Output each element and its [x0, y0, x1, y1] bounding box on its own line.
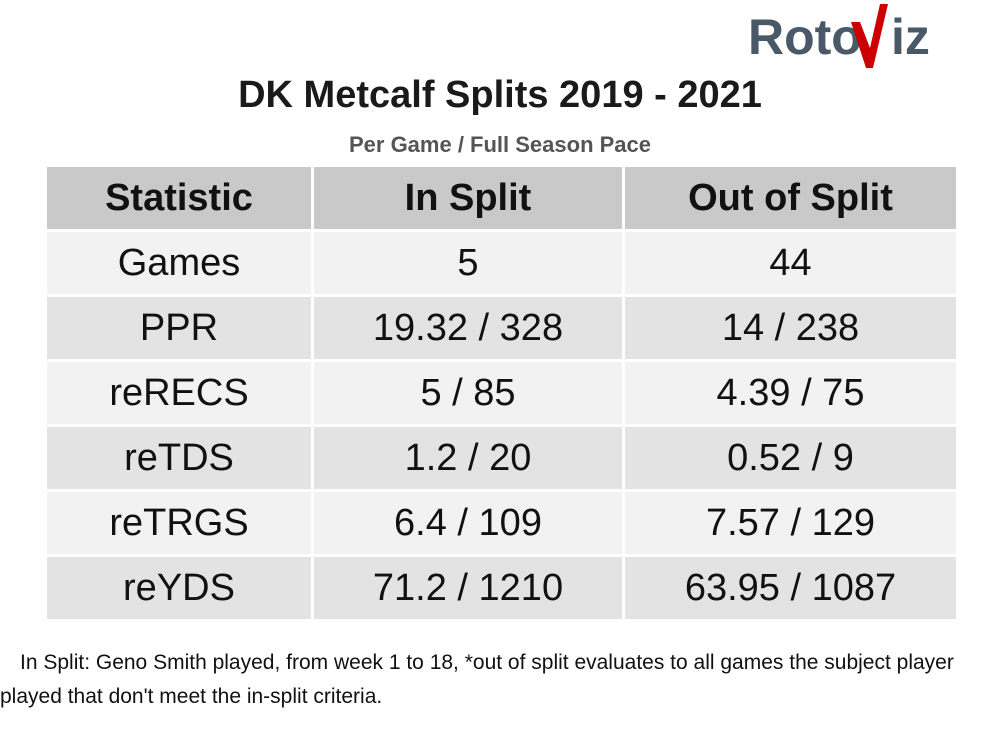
table-row: reTDS 1.2 / 20 0.52 / 9 [44, 424, 959, 492]
table-row: PPR 19.32 / 328 14 / 238 [44, 294, 959, 362]
stat-name-cell: reYDS [44, 554, 314, 622]
splits-table: Statistic In Split Out of Split Games 5 … [44, 164, 959, 622]
header-statistic: Statistic [44, 164, 314, 232]
stat-name-cell: PPR [44, 294, 314, 362]
out-of-split-cell: 14 / 238 [622, 294, 959, 362]
table-row: Games 5 44 [44, 229, 959, 297]
in-split-cell: 71.2 / 1210 [311, 554, 625, 622]
in-split-cell: 1.2 / 20 [311, 424, 625, 492]
out-of-split-cell: 7.57 / 129 [622, 489, 959, 557]
logo-text-right: iz [891, 9, 930, 65]
stat-name-cell: Games [44, 229, 314, 297]
splits-table-container: Statistic In Split Out of Split Games 5 … [44, 164, 959, 622]
in-split-cell: 5 / 85 [311, 359, 625, 427]
page-subtitle: Per Game / Full Season Pace [348, 132, 652, 157]
in-split-cell: 19.32 / 328 [311, 294, 625, 362]
out-of-split-cell: 4.39 / 75 [622, 359, 959, 427]
header-in-split: In Split [311, 164, 625, 232]
out-of-split-cell: 0.52 / 9 [622, 424, 959, 492]
out-of-split-cell: 63.95 / 1087 [622, 554, 959, 622]
table-header-row: Statistic In Split Out of Split [44, 164, 959, 232]
out-of-split-cell: 44 [622, 229, 959, 297]
in-split-cell: 5 [311, 229, 625, 297]
table-row: reTRGS 6.4 / 109 7.57 / 129 [44, 489, 959, 557]
table-row: reRECS 5 / 85 4.39 / 75 [44, 359, 959, 427]
stat-name-cell: reRECS [44, 359, 314, 427]
rotoviz-logo-image: Roto iz [748, 4, 930, 68]
stat-name-cell: reTDS [44, 424, 314, 492]
footnote: In Split: Geno Smith played, from week 1… [0, 651, 954, 708]
page-title: DK Metcalf Splits 2019 - 2021 [238, 74, 762, 116]
stat-name-cell: reTRGS [44, 489, 314, 557]
logo-v-bolt [851, 4, 888, 68]
logo-text-left: Roto [748, 9, 862, 65]
rotoviz-logo: Roto iz [748, 2, 953, 70]
header-out-of-split: Out of Split [622, 164, 959, 232]
table-row: reYDS 71.2 / 1210 63.95 / 1087 [44, 554, 959, 622]
in-split-cell: 6.4 / 109 [311, 489, 625, 557]
